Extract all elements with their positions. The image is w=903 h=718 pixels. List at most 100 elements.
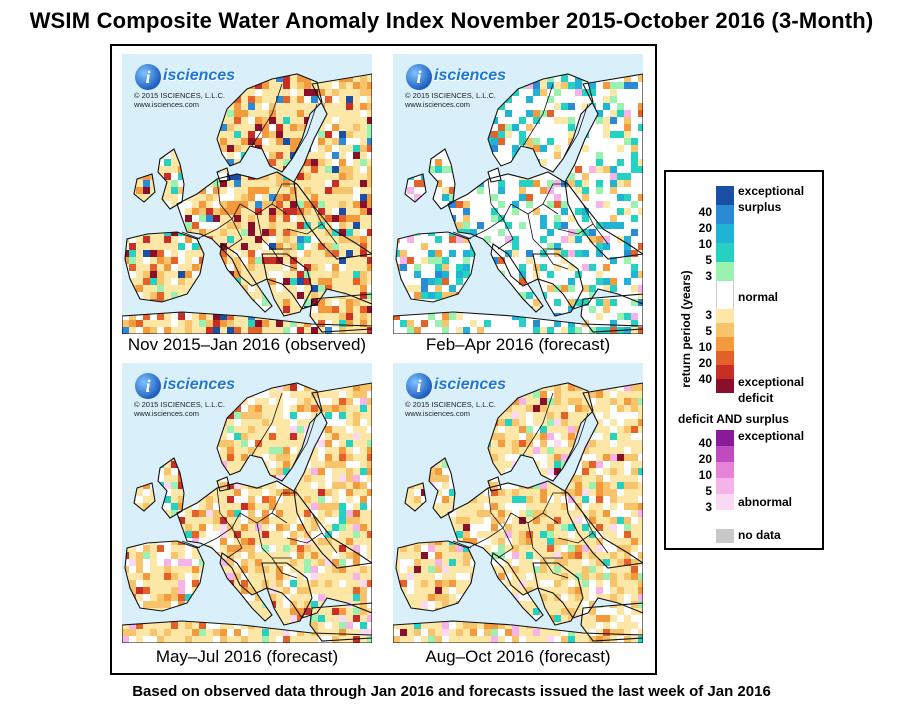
coastline	[293, 73, 372, 260]
country-border	[251, 392, 283, 456]
legend-label-both-abnormal: abnormal	[738, 495, 793, 509]
country-border	[497, 527, 514, 559]
legend-surplus-swatch	[716, 224, 734, 243]
map-panel-aug-oct: i isciences © 2015 ISCIENCES, L.L.C. www…	[393, 363, 643, 643]
brand-url: www.isciences.com	[134, 100, 200, 109]
brand-url: www.isciences.com	[405, 100, 471, 109]
legend-surplus-swatch	[716, 205, 734, 224]
legend-label-exceptional-surplus-2: surplus	[738, 200, 782, 214]
country-border	[181, 231, 201, 240]
coastline	[564, 382, 643, 569]
map-panel-may-jul: i isciences © 2015 ISCIENCES, L.L.C. www…	[122, 363, 372, 643]
country-border	[510, 203, 559, 215]
legend-tick: 20	[698, 356, 712, 370]
legend-label-both-exceptional: exceptional	[738, 429, 805, 443]
panel-caption: Nov 2015–Jan 2016 (observed)	[127, 335, 367, 354]
legend-deficit-swatch	[716, 379, 734, 393]
country-border	[321, 532, 338, 554]
panel-caption: Aug–Oct 2016 (forecast)	[425, 647, 611, 666]
coastline	[580, 602, 643, 642]
legend-tick: 5	[705, 324, 712, 338]
legend-both-swatch	[716, 494, 734, 510]
country-border	[271, 248, 298, 270]
legend-deficit-swatch	[716, 337, 734, 351]
legend-tick: 20	[698, 221, 712, 235]
legend-label-no-data: no data	[738, 528, 781, 542]
country-border	[226, 527, 243, 559]
coastline	[176, 171, 372, 310]
coastline	[490, 552, 544, 622]
legend-label-normal: normal	[738, 290, 779, 304]
coastline	[428, 457, 456, 519]
legend-tick: 40	[698, 205, 712, 219]
country-border	[239, 203, 288, 215]
country-border	[592, 532, 609, 554]
legend: return period (years) exceptional surplu…	[664, 170, 824, 550]
coastline	[447, 171, 643, 310]
panel-caption: Feb–Apr 2016 (forecast)	[425, 335, 611, 354]
legend-tick: 10	[698, 468, 712, 482]
maps-frame: i isciences © 2015 ISCIENCES, L.L.C. www…	[110, 44, 657, 675]
coastline	[124, 231, 205, 303]
country-border	[291, 103, 318, 160]
legend-tick: 10	[698, 237, 712, 251]
coastline	[580, 293, 643, 333]
legend-surplus-swatch	[716, 186, 734, 205]
coastline	[216, 382, 323, 482]
coastline	[216, 167, 231, 183]
coastline	[395, 540, 476, 612]
legend-tick: 40	[698, 436, 712, 450]
legend-both-swatch	[716, 478, 734, 494]
figure-title: WSIM Composite Water Anomaly Index Novem…	[29, 8, 874, 33]
brand-url: www.isciences.com	[134, 409, 200, 418]
country-border	[452, 540, 472, 549]
coastline	[133, 482, 156, 512]
brand-url: www.isciences.com	[405, 409, 471, 418]
coastline	[122, 620, 372, 643]
legend-deficit-swatch	[716, 365, 734, 379]
brand-name: isciences	[434, 67, 507, 84]
country-border	[487, 487, 504, 529]
isciences-logo-icon: i	[135, 373, 161, 399]
country-border	[291, 412, 318, 469]
coastline	[395, 231, 476, 303]
footer-note: Based on observed data through Jan 2016 …	[132, 683, 771, 700]
legend-no-data-swatch	[716, 529, 734, 543]
legend-surplus-swatch	[716, 243, 734, 262]
country-border	[527, 213, 563, 250]
coastline	[487, 476, 502, 492]
legend-label-exceptional-deficit-2: deficit	[738, 391, 774, 405]
coastline	[261, 562, 313, 626]
country-border	[271, 183, 297, 205]
country-border	[216, 178, 233, 220]
coastline	[428, 148, 456, 210]
legend-tick: 40	[698, 372, 712, 386]
legend-both-swatch	[716, 446, 734, 462]
brand-name: isciences	[163, 67, 236, 84]
legend-tick: 3	[705, 308, 712, 322]
map-panel-feb-apr: i isciences © 2015 ISCIENCES, L.L.C. www…	[393, 54, 643, 334]
brand-name: isciences	[163, 376, 236, 393]
coastline	[122, 311, 372, 334]
country-border	[321, 223, 338, 245]
country-border	[467, 512, 512, 549]
coastline	[404, 173, 427, 203]
country-border	[562, 103, 589, 160]
country-border	[522, 392, 554, 456]
legend-tick: 3	[705, 500, 712, 514]
coastline	[487, 382, 594, 482]
coastline	[216, 476, 231, 492]
legend-tick: 10	[698, 340, 712, 354]
coastline	[490, 243, 544, 313]
country-border	[271, 557, 298, 579]
country-border	[542, 248, 569, 270]
legend-both-swatch	[716, 462, 734, 478]
brand-copyright: © 2015 ISCIENCES, L.L.C.	[405, 400, 496, 409]
legend-tick: 20	[698, 452, 712, 466]
legend-surplus-swatch	[716, 262, 734, 281]
country-border	[510, 512, 559, 524]
coastline	[124, 540, 205, 612]
panel-caption: May–Jul 2016 (forecast)	[155, 647, 339, 666]
legend-label-exceptional-surplus-1: exceptional	[738, 184, 805, 198]
isciences-logo-icon: i	[406, 64, 432, 90]
